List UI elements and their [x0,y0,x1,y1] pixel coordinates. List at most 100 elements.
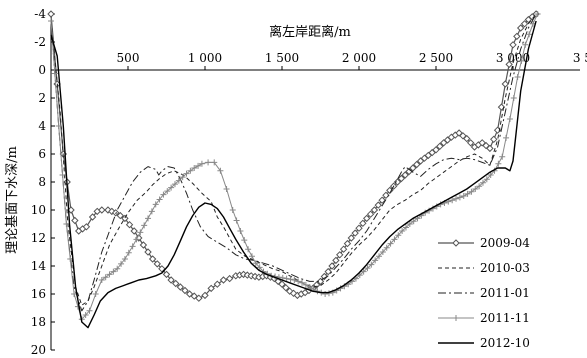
data-point [291,277,298,283]
data-point [153,260,161,268]
data-point [148,208,155,215]
data-point [282,283,290,292]
legend-label: 2011-01 [480,286,530,300]
data-point [332,256,340,265]
legend-marker [452,239,460,247]
data-point [486,144,494,153]
y-tick-label: 14 [31,259,47,273]
data-point [395,232,402,239]
data-point [125,220,134,229]
data-point [347,234,356,242]
data-point [162,270,171,279]
data-point [187,167,194,174]
data-point [490,135,498,144]
data-point [336,251,344,259]
data-point [139,241,148,249]
data-point [63,221,70,227]
data-point [102,274,109,281]
data-point [225,274,234,283]
data-point [436,142,444,151]
data-point [506,116,513,122]
data-point [368,261,375,268]
data-point [383,244,390,251]
data-point [456,194,463,201]
x-tick-label: 500 [117,51,140,65]
data-point [499,153,506,160]
y-tick-label: -2 [34,35,46,49]
y-tick-label: 16 [31,287,46,301]
data-point [164,188,171,195]
data-point [370,206,379,214]
data-point [118,260,125,267]
data-point [518,57,525,64]
y-tick-label: 0 [38,63,46,77]
data-point [379,249,386,255]
data-point [476,183,483,190]
data-point [98,277,105,283]
data-point [168,184,175,191]
y-tick-label: 12 [31,231,46,245]
data-point [526,31,533,38]
data-point [510,95,517,101]
legend-label: 2011-11 [480,311,530,325]
y-axis-title: 理论基面下水深/m [5,146,20,254]
y-tick-label: 18 [31,315,46,329]
data-point [278,280,286,288]
legend-item: 2011-01 [438,286,530,300]
data-point [513,32,521,41]
data-point [505,60,513,69]
data-point [116,211,125,220]
data-point [82,312,89,318]
data-point [295,278,302,285]
data-point [362,214,371,223]
data-point [393,178,402,186]
data-point [501,80,510,88]
data-point [328,262,336,270]
data-point [248,253,255,260]
data-point [233,217,240,224]
data-point [306,284,313,290]
data-point [514,74,521,80]
data-point [82,223,91,231]
data-point [195,294,203,302]
data-point [503,134,510,141]
data-point [355,224,363,232]
data-point [47,10,55,18]
data-point [534,11,541,17]
data-point [172,279,180,288]
y-tick-label: 8 [38,175,46,189]
data-point [125,249,132,256]
x-tick-label: 2 000 [342,51,376,65]
data-point [241,237,248,244]
data-point [366,210,375,218]
data-point [252,260,259,267]
data-point [378,196,386,204]
data-point [190,292,198,300]
series-line [50,13,537,312]
data-point [487,172,494,178]
data-point [181,286,189,295]
y-tick-label: 6 [38,147,46,161]
legend-marker [453,315,459,321]
data-point [86,307,93,314]
data-point [156,196,163,203]
x-axis-title: 离左岸距离/m [269,24,351,40]
data-point [48,18,54,24]
y-tick-label: 10 [31,203,46,217]
data-point [391,236,398,243]
data-point [483,176,490,183]
legend-label: 2012-10 [480,336,530,350]
data-point [219,276,228,284]
data-point [320,272,329,281]
data-point [88,213,97,221]
data-point [495,160,502,167]
x-tick-label: 1 500 [265,51,299,65]
data-point [339,245,348,253]
data-point [399,228,406,234]
y-tick-label: 20 [31,343,46,357]
data-point [410,218,417,225]
data-point [205,159,212,166]
data-point [198,160,205,167]
data-point [211,159,218,166]
data-point [137,229,144,236]
